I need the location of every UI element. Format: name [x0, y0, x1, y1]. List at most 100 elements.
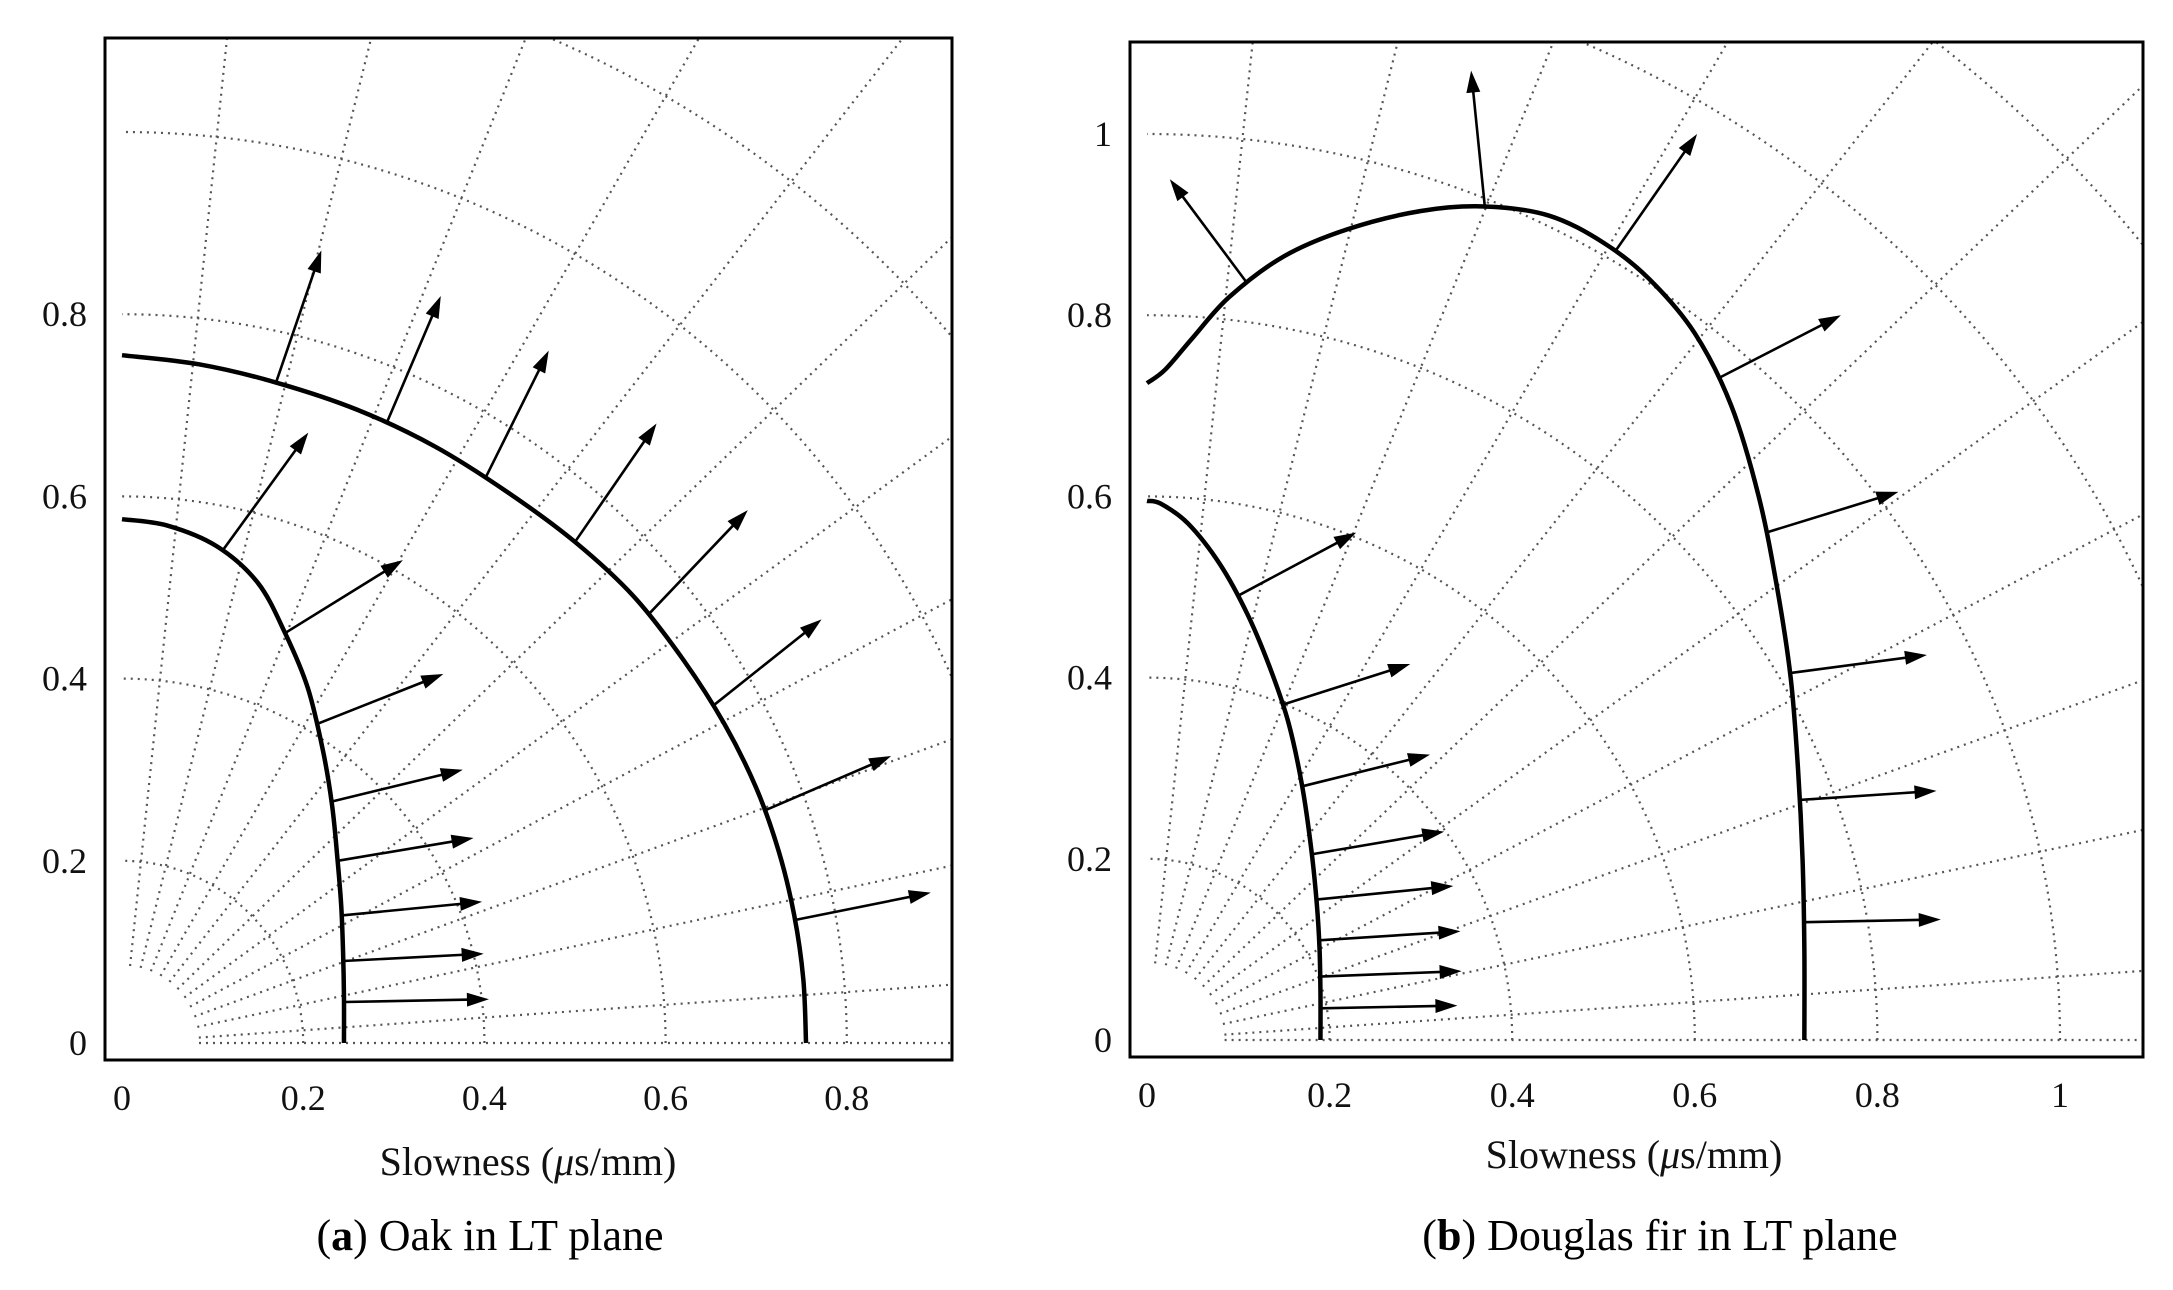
vector-head: [1466, 70, 1481, 94]
vector-shaft: [221, 446, 300, 552]
curves-a: [121, 250, 931, 1044]
x-tick-label: 1: [2051, 1075, 2069, 1115]
panel-b: 0 0.2 0.4 0.6 0.8 1 0 0.2 0.4 0.6 0.8 1 Slowness (…: [1067, 40, 2145, 1260]
grid-ray: [189, 597, 952, 1008]
vector-head: [461, 947, 484, 962]
vector-arrow: [341, 896, 483, 917]
vector-shaft: [1717, 322, 1826, 380]
vector-head: [1678, 134, 1698, 157]
vector-arrow: [343, 947, 484, 963]
x-tick-label: 0.4: [462, 1078, 507, 1118]
grid-arc: [1146, 676, 1514, 1041]
vector-arrow: [316, 674, 444, 726]
y-tick-label: 0: [1094, 1020, 1112, 1060]
vector-shaft: [647, 521, 737, 616]
vector-head: [638, 423, 657, 446]
vector-arrow: [284, 560, 403, 635]
vector-shaft: [573, 437, 648, 543]
grid-ray: [1154, 42, 1254, 964]
grid-arc: [121, 495, 667, 1044]
x-axis-label-a: Slowness (μs/mm): [380, 1139, 677, 1184]
vector-head: [907, 890, 931, 904]
y-ticks-b: 0 0.2 0.4 0.6 0.8 1: [1067, 114, 1112, 1060]
vector-shaft: [763, 761, 876, 812]
series-curve-outer: [121, 352, 809, 1044]
vector-head: [289, 432, 309, 455]
vector-arrow: [1311, 828, 1445, 856]
grid-arc: [121, 313, 848, 1044]
x-tick-label: 0: [113, 1078, 131, 1118]
vector-head: [1439, 964, 1462, 979]
grid-arc: [1146, 314, 1879, 1041]
vector-head: [532, 350, 549, 374]
y-tick-label: 1: [1094, 114, 1112, 154]
vector-arrow: [1765, 491, 1899, 534]
vector-head: [1169, 179, 1189, 202]
vector-arrow: [1803, 912, 1941, 927]
vector-arrow: [337, 834, 474, 863]
vector-head: [1387, 664, 1411, 678]
grid-ray: [1215, 513, 2143, 1005]
panel-a: 0 0.2 0.4 0.6 0.8 0 0.2 0.4 0.6 0.8 Slowness (μs…: [42, 36, 954, 1260]
grid-arc: [1146, 495, 1696, 1041]
y-tick-label: 0.8: [1067, 295, 1112, 335]
vector-shaft: [1320, 1004, 1440, 1010]
grid-ray: [176, 235, 952, 990]
vector-arrow: [1236, 532, 1357, 598]
vector-shaft: [794, 894, 914, 922]
grid-ray: [159, 38, 701, 977]
vector-head: [1875, 491, 1899, 506]
vector-arrow: [1320, 964, 1462, 979]
vector-arrow: [647, 510, 748, 616]
plot-frame-b: [1128, 40, 2145, 1059]
grid-ray: [149, 38, 528, 972]
vector-shaft: [712, 629, 809, 707]
grid-ray: [1184, 42, 1729, 974]
plot-frame-a: [103, 36, 954, 1062]
vector-shaft: [1799, 790, 1920, 802]
vector-arrow: [1717, 315, 1841, 380]
vector-arrow: [484, 350, 549, 479]
polar-grid-a: [121, 38, 952, 1045]
vector-head: [1333, 532, 1357, 550]
vector-shaft: [1613, 147, 1689, 253]
vector-head: [425, 295, 441, 319]
y-tick-label: 0.6: [42, 476, 87, 516]
grid-arc: [1933, 42, 2143, 247]
vector-shaft: [1320, 970, 1445, 978]
vector-arrow: [763, 756, 892, 812]
grid-arc: [1146, 857, 1331, 1041]
vector-shaft: [343, 953, 467, 963]
vector-head: [727, 510, 748, 531]
vector-arrow: [1466, 70, 1487, 207]
grid-arc: [121, 677, 486, 1044]
vector-arrow: [1318, 925, 1461, 942]
vector-shaft: [341, 902, 465, 917]
vector-head: [466, 992, 489, 1007]
vector-arrow: [274, 250, 322, 383]
vector-head: [1438, 925, 1461, 940]
vector-head: [1914, 785, 1937, 800]
vector-shaft: [1311, 833, 1428, 856]
x-tick-label: 0.6: [1672, 1075, 1717, 1115]
vector-shaft: [1236, 539, 1342, 598]
vector-shaft: [484, 365, 543, 479]
vector-shaft: [274, 266, 317, 383]
vector-arrow: [1282, 664, 1411, 707]
vector-head: [307, 250, 322, 274]
x-tick-label: 0.6: [643, 1078, 688, 1118]
vector-arrow: [1789, 650, 1927, 675]
grid-ray: [1164, 42, 1399, 966]
x-tick-label: 0.4: [1490, 1075, 1535, 1115]
y-tick-label: 0.4: [42, 659, 87, 699]
y-tick-label: 0.8: [42, 294, 87, 334]
y-tick-label: 0.2: [42, 841, 87, 881]
vector-arrow: [343, 992, 489, 1007]
curves-b: [1145, 70, 1941, 1041]
series-curve-inner: [121, 516, 347, 1044]
vector-head: [1918, 912, 1941, 927]
vector-shaft: [316, 679, 428, 726]
vector-shaft: [1301, 757, 1414, 788]
vector-head: [1435, 999, 1458, 1014]
